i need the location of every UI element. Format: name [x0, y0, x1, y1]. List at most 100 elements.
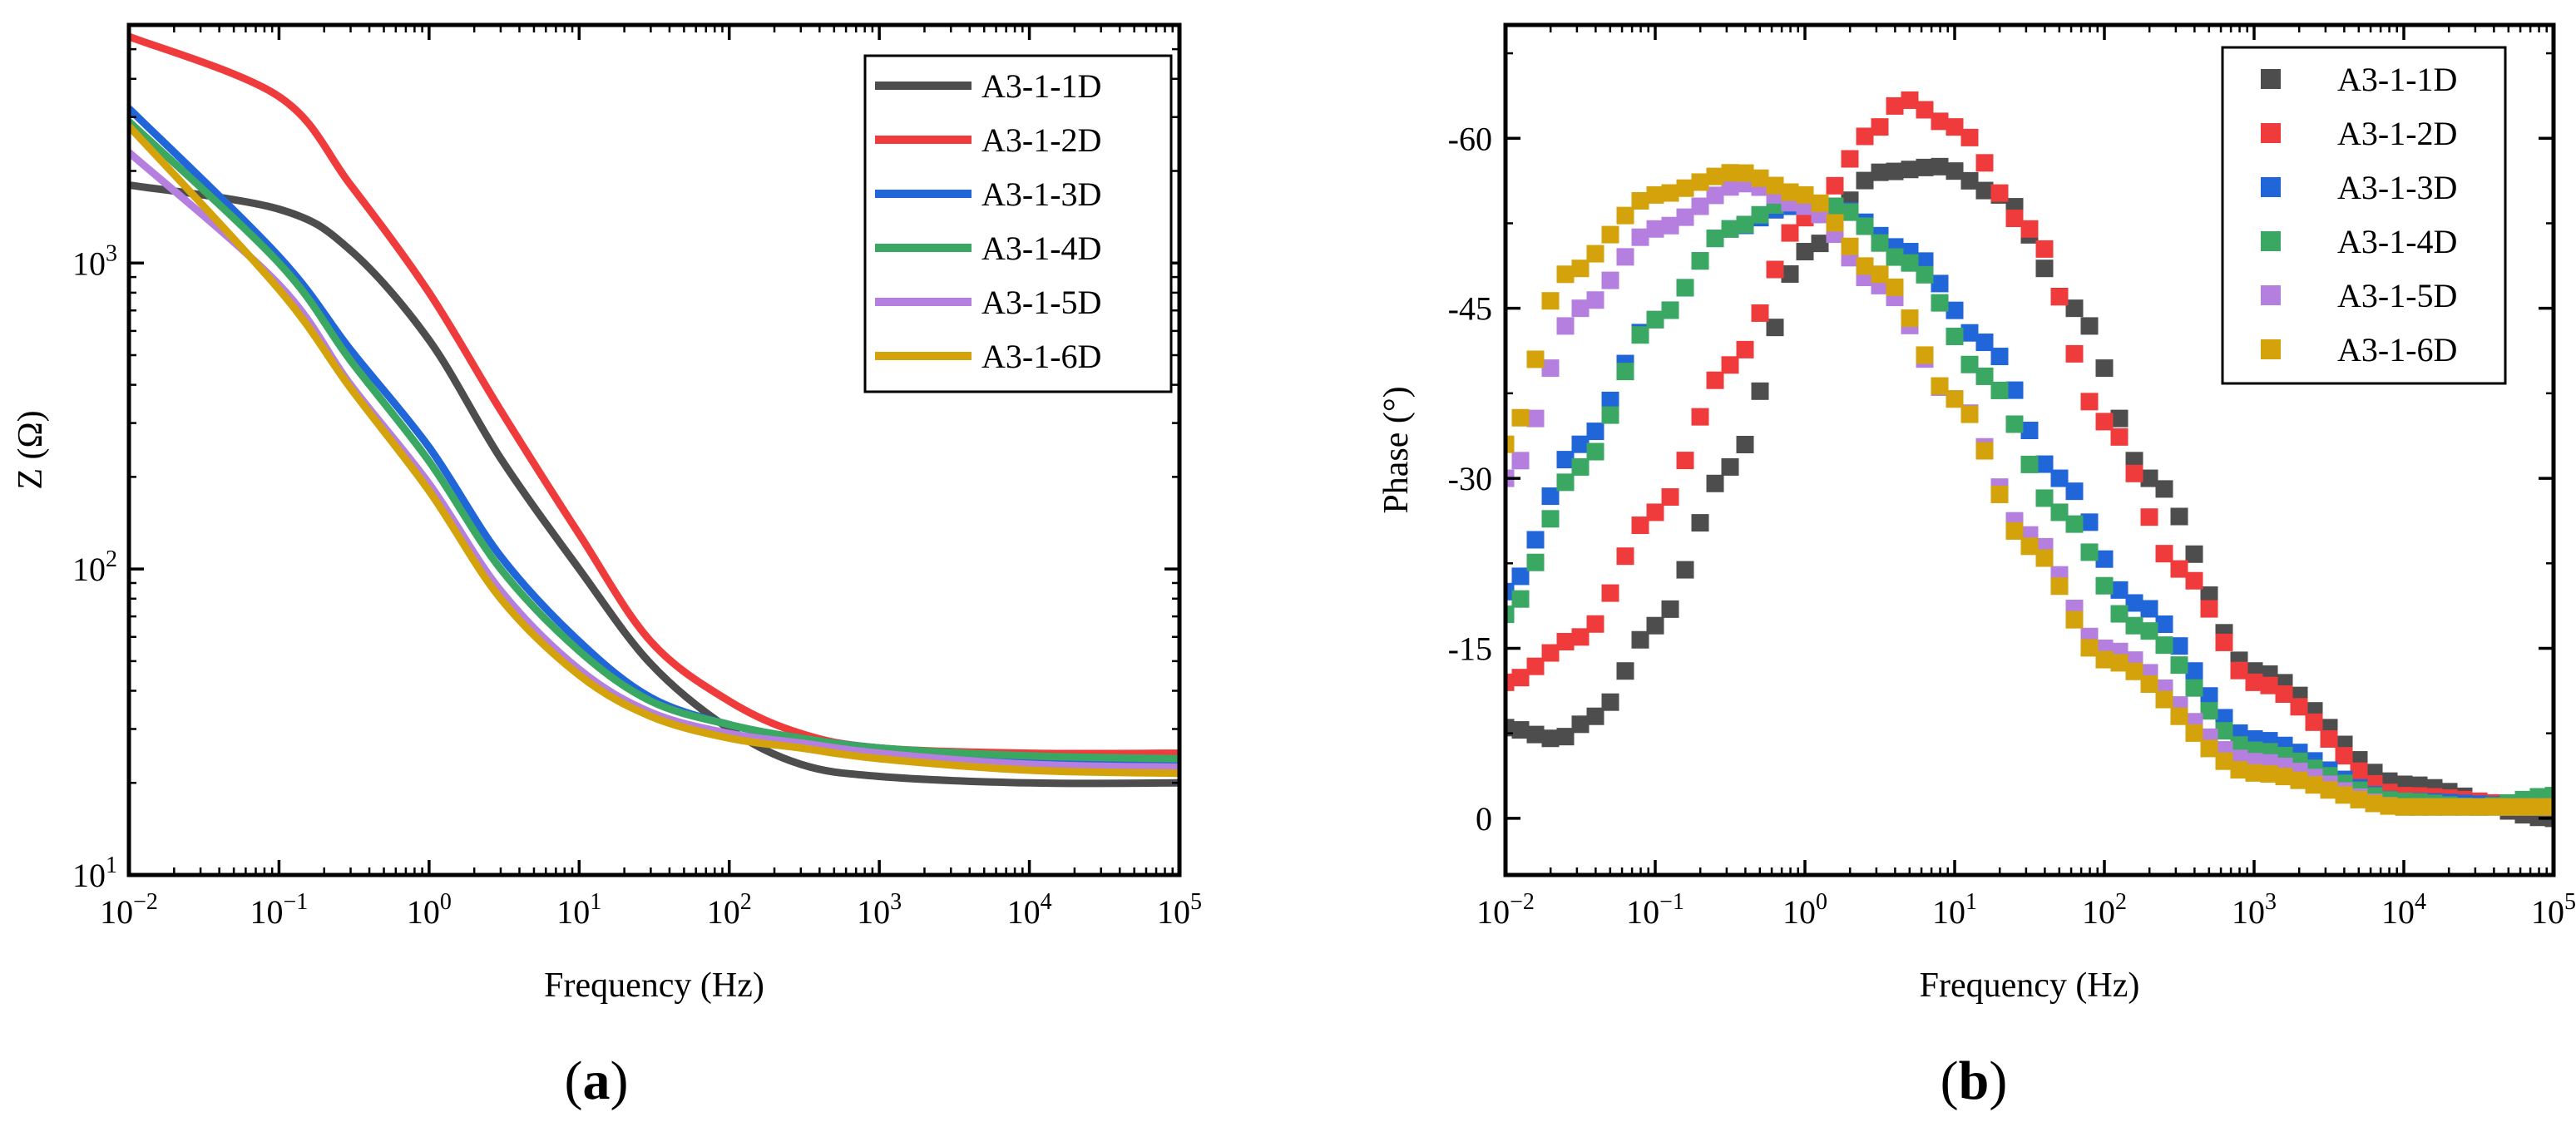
data-point	[2305, 776, 2323, 794]
y-tick-label: 103	[72, 240, 117, 282]
series-line-A3-1-4D	[129, 118, 1179, 763]
data-point	[2095, 550, 2114, 568]
data-point	[1901, 91, 1919, 109]
data-point	[1676, 561, 1694, 579]
data-point	[1886, 278, 1904, 296]
data-point	[1586, 707, 1604, 725]
data-point	[2200, 586, 2218, 605]
data-point	[2485, 798, 2503, 816]
data-point	[2140, 600, 2158, 618]
data-point	[1691, 173, 1709, 191]
data-point	[1511, 408, 1530, 427]
legend-marker-A3-1-1D	[2261, 69, 2281, 89]
legend-label-A3-1-4D: A3-1-4D	[981, 230, 1101, 267]
data-point	[1721, 457, 1739, 476]
x-tick-label: 105	[2531, 889, 2576, 931]
data-point	[1975, 181, 1994, 200]
data-point	[1781, 183, 1799, 201]
data-point	[1960, 405, 1979, 423]
data-point	[1901, 161, 1919, 179]
data-point	[1691, 408, 1709, 426]
data-point	[1856, 217, 1874, 235]
data-point	[1571, 435, 1590, 453]
data-point	[1526, 531, 1545, 549]
data-point	[1931, 377, 1949, 395]
data-point	[1601, 391, 1619, 409]
data-point	[1781, 224, 1799, 242]
data-point	[2065, 299, 2084, 318]
data-point	[2155, 690, 2173, 709]
data-point	[1766, 176, 1784, 195]
data-point	[1571, 457, 1590, 476]
data-point	[2185, 679, 2203, 697]
data-point	[2499, 798, 2518, 816]
data-point	[2095, 359, 2114, 378]
data-point	[1526, 350, 1545, 368]
data-point	[1856, 171, 1874, 190]
series-line-A3-1-6D	[129, 123, 1179, 778]
data-point	[1506, 435, 1515, 453]
data-point	[1856, 127, 1874, 146]
legend-marker-A3-1-4D	[2261, 231, 2281, 251]
data-point	[1586, 615, 1604, 633]
data-point	[1511, 669, 1530, 687]
data-point	[2170, 637, 2188, 655]
data-point	[2155, 480, 2173, 498]
data-point	[1616, 363, 1634, 381]
data-point	[2440, 798, 2458, 816]
data-point	[2110, 605, 2129, 623]
x-tick-label: 102	[707, 889, 752, 931]
data-point	[1916, 158, 1934, 176]
data-point	[2335, 786, 2353, 804]
data-point	[2110, 428, 2129, 446]
data-point	[1506, 673, 1515, 691]
data-point	[1661, 600, 1679, 618]
series-line-A3-1-1D	[129, 180, 1179, 788]
data-point	[2170, 560, 2188, 578]
data-point	[1826, 176, 1844, 195]
data-point	[1586, 291, 1604, 309]
legend-label-A3-1-3D: A3-1-3D	[981, 175, 1101, 213]
data-point	[1646, 220, 1664, 238]
data-point	[2185, 571, 2203, 590]
data-point	[1990, 348, 2009, 366]
data-point	[2050, 288, 2069, 306]
data-point	[2230, 761, 2248, 779]
data-point	[2425, 798, 2443, 816]
data-point	[2185, 545, 2203, 563]
legend-box	[863, 54, 1173, 393]
data-point	[1931, 157, 1949, 175]
data-point	[1841, 203, 1859, 221]
x-tick-label: 101	[1932, 889, 1977, 931]
data-point	[1736, 164, 1754, 182]
series-A3-1-6D	[1506, 164, 2554, 816]
data-point	[1960, 171, 1979, 190]
data-point	[2350, 790, 2368, 808]
data-point	[1506, 605, 1515, 624]
data-point	[2544, 798, 2554, 816]
data-point	[1975, 442, 1994, 460]
data-point	[1601, 406, 1619, 424]
x-tick-label: 10−1	[1626, 889, 1684, 931]
legend-label-A3-1-2D: A3-1-2D	[981, 121, 1101, 159]
data-point	[2035, 259, 2054, 278]
data-point	[2290, 771, 2308, 789]
data-point	[2020, 220, 2039, 238]
data-point	[2005, 521, 2024, 540]
data-point	[2170, 507, 2188, 526]
data-point	[1706, 230, 1724, 248]
x-tick-label: 104	[2381, 889, 2426, 931]
data-point	[1541, 644, 1560, 662]
legend-marker-A3-1-6D	[2261, 339, 2281, 359]
panel-b-phase-chart: 10−2 10−1 100 101 102 103 104 105 -60 -45 -30 -15 0 F…	[1377, 22, 2576, 1111]
data-point	[2529, 798, 2548, 816]
data-point	[2320, 781, 2338, 799]
data-point	[1511, 567, 1530, 586]
data-point	[2080, 639, 2099, 657]
legend-label-A3-1-1D: A3-1-1D	[2337, 61, 2457, 98]
data-point	[1506, 719, 1515, 737]
data-point	[1691, 514, 1709, 532]
x-tick-label: 100	[407, 889, 452, 931]
plot-frame	[126, 22, 1182, 877]
data-point	[1990, 184, 2009, 202]
